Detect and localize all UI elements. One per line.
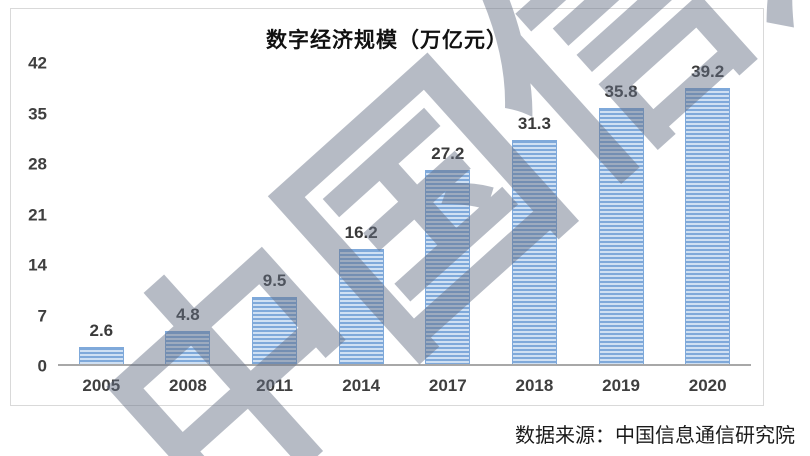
chart-area: 数字经济规模（万亿元） 0 7 14 21 28 35 42 2.6 4.8 9.5 16.2 27… — [10, 8, 764, 406]
bar-slot-2005: 2.6 — [58, 63, 145, 366]
x-tick-label: 2019 — [602, 376, 640, 395]
bar-value-label: 31.3 — [517, 114, 551, 134]
bar-2020 — [685, 88, 731, 366]
x-tick-label: 2008 — [169, 376, 207, 395]
x-axis-line — [58, 364, 751, 366]
plot-area: 2.6 4.8 9.5 16.2 27.2 31.3 35.8 39.2 — [58, 63, 751, 366]
bar-value-label: 9.5 — [262, 271, 287, 291]
bar-value-label: 39.2 — [691, 62, 725, 81]
bar-slot-2019: 35.8 — [578, 63, 665, 366]
bar-2014 — [338, 249, 384, 366]
bar-value-label: 27.2 — [431, 143, 465, 163]
x-tick-label: 2018 — [515, 376, 554, 395]
bar-slot-2017: 27.2 — [405, 63, 492, 366]
y-tick-label: 42 — [28, 53, 47, 73]
bar-value-label: 2.6 — [89, 321, 114, 341]
x-tick-label: 2005 — [82, 376, 121, 395]
bar-2008 — [165, 331, 211, 366]
bar-value-label: 35.8 — [604, 81, 638, 101]
y-tick-label: 0 — [37, 356, 47, 376]
bar-value-label: 16.2 — [344, 223, 378, 243]
y-tick-label: 14 — [28, 255, 47, 275]
bar-2018 — [511, 140, 557, 366]
x-tick-label: 2011 — [256, 376, 293, 395]
source-note: 数据来源：中国信息通信研究院 — [515, 423, 795, 447]
bar-slot-2020: 39.2 — [664, 63, 751, 366]
y-tick-label: 35 — [28, 104, 47, 123]
bar-value-label: 4.8 — [176, 305, 200, 325]
bar-2019 — [598, 107, 644, 366]
bar-slot-2018: 31.3 — [491, 63, 578, 366]
y-tick-label: 7 — [37, 306, 47, 325]
y-axis: 0 7 14 21 28 35 42 — [11, 55, 47, 375]
bar-slot-2011: 9.5 — [231, 63, 318, 366]
x-tick-label: 2017 — [428, 376, 467, 395]
bar-slot-2008: 4.8 — [145, 63, 232, 366]
bar-2011 — [252, 297, 298, 366]
x-tick-label: 2020 — [688, 376, 727, 395]
bar-2017 — [425, 169, 471, 366]
chart-title: 数字经济规模（万亿元） — [266, 29, 508, 52]
y-tick-label: 21 — [28, 205, 47, 224]
x-tick-label: 2014 — [342, 376, 381, 395]
y-tick-label: 28 — [28, 154, 47, 174]
bar-slot-2014: 16.2 — [318, 63, 405, 366]
x-axis-labels: 2005 2008 2011 2014 2017 2018 2019 2020 — [58, 377, 751, 394]
